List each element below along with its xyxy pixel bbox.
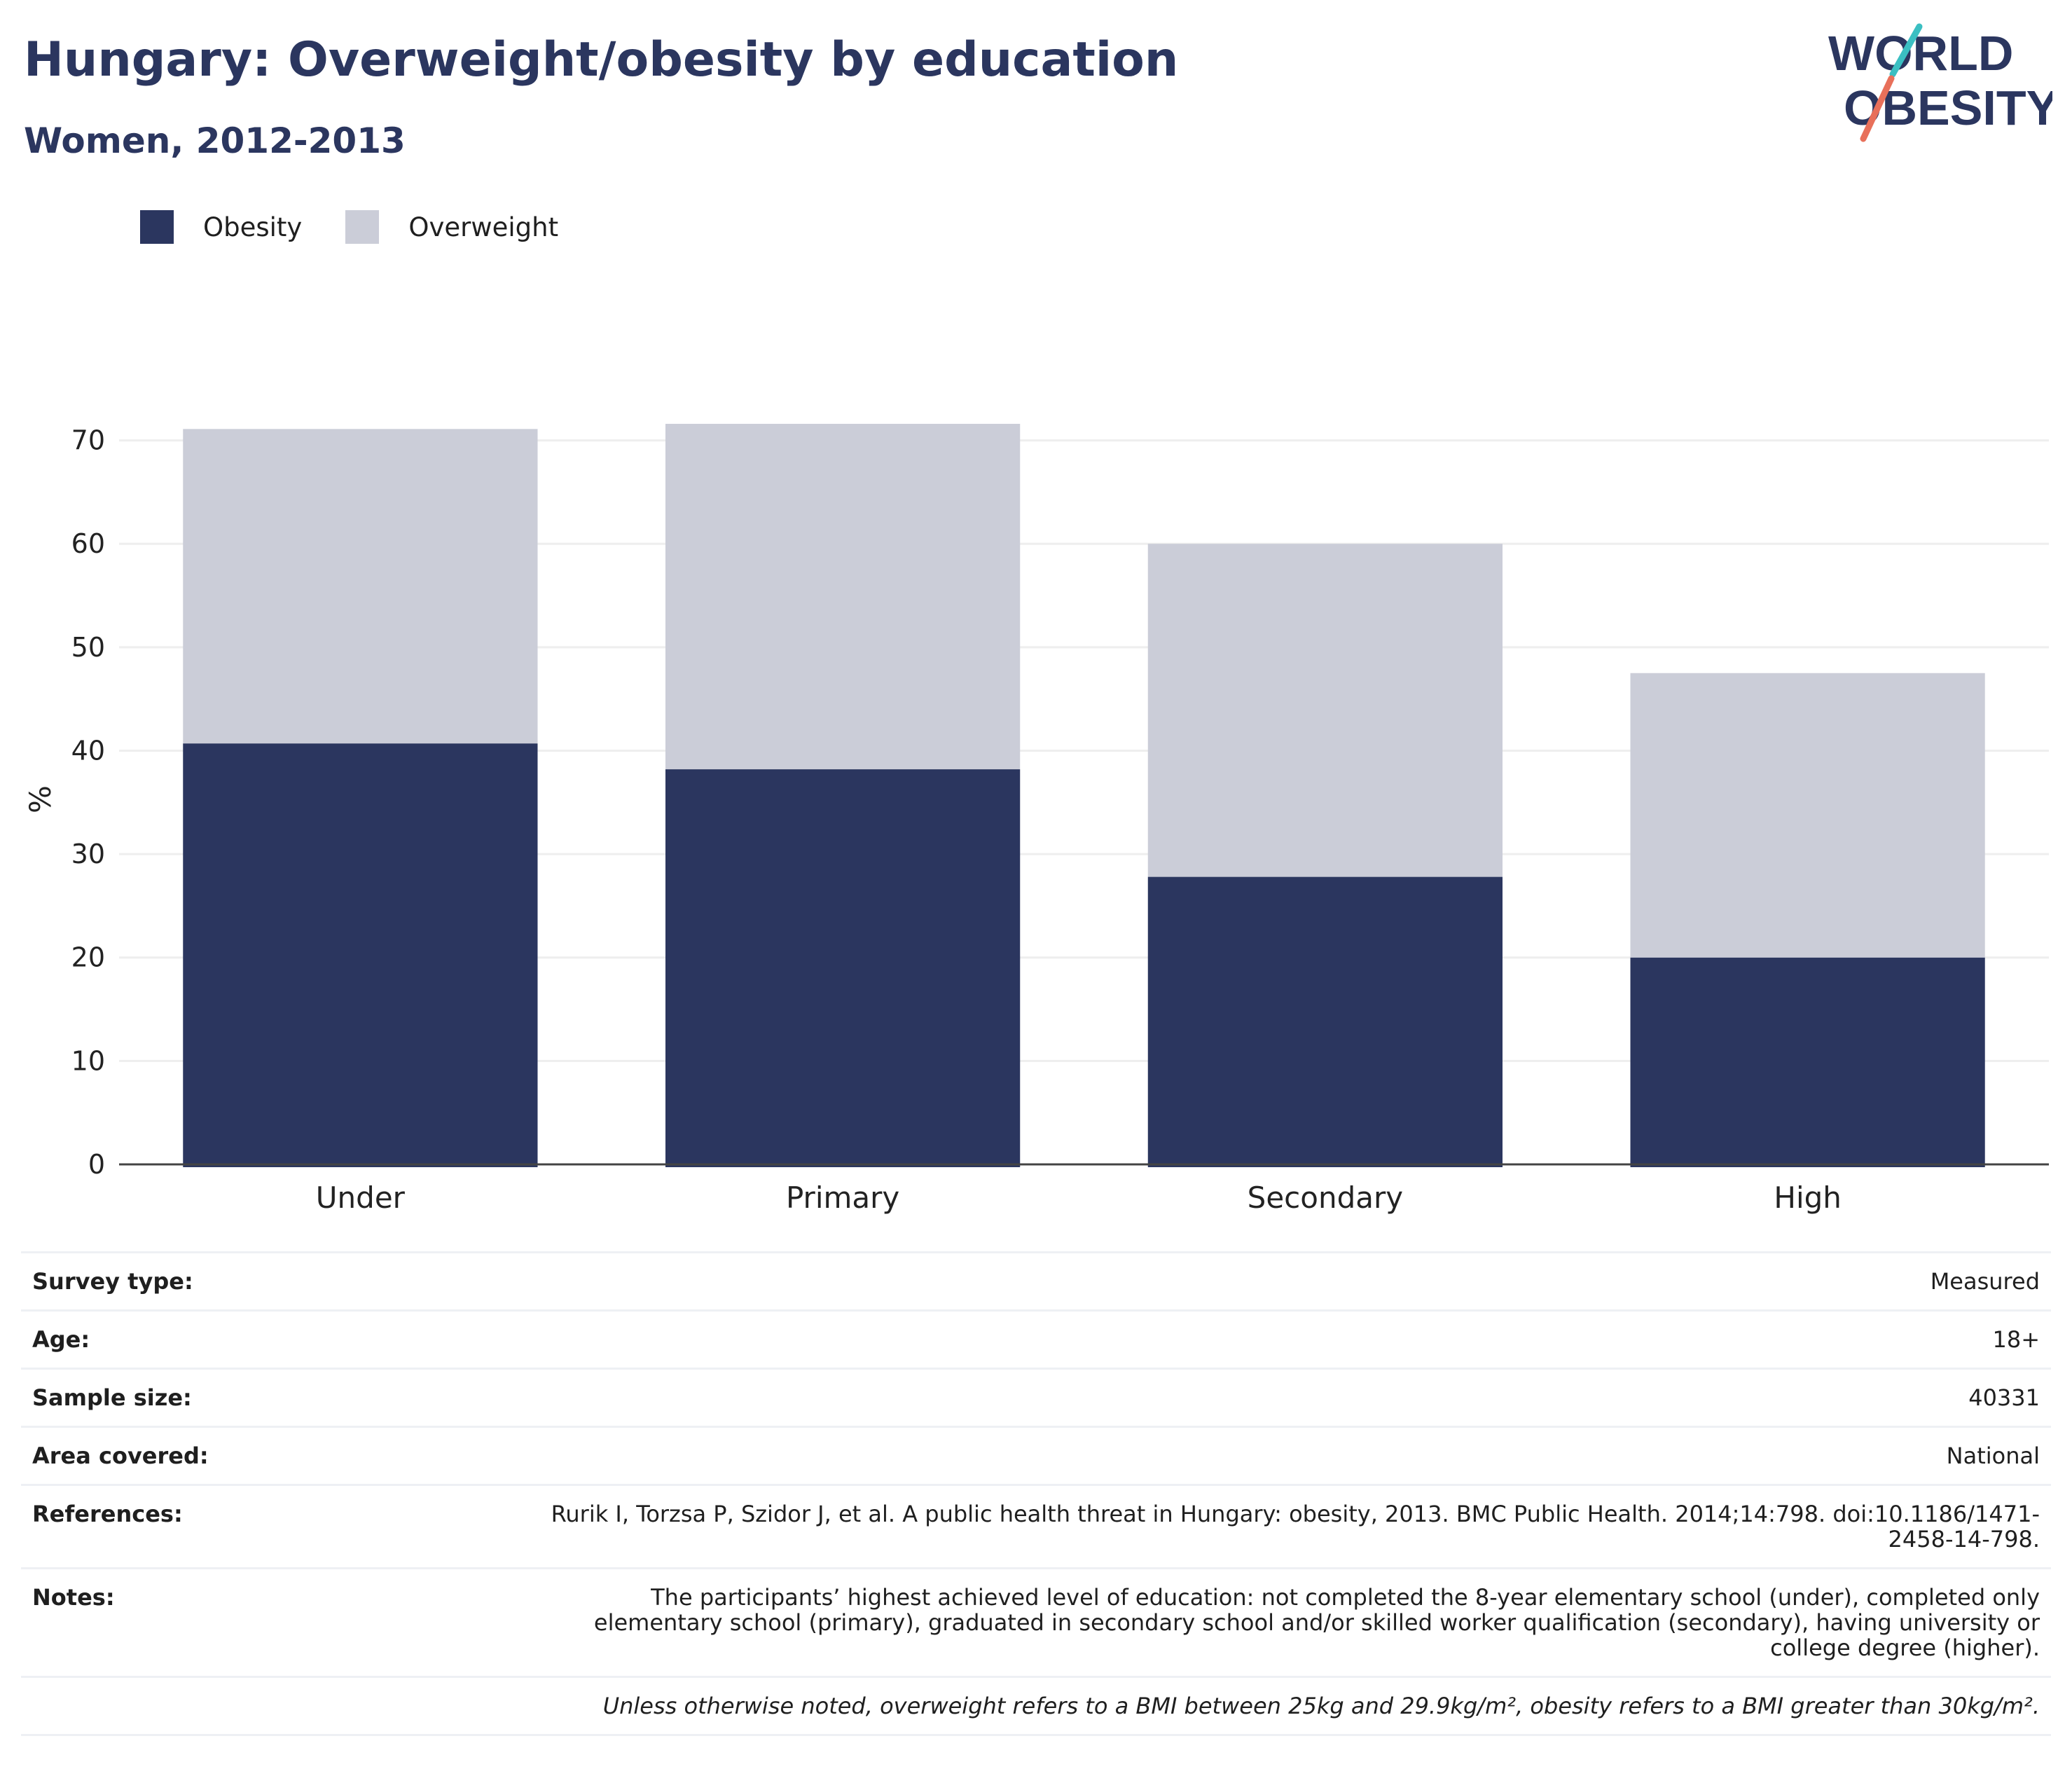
- legend-swatch-overweight: [345, 210, 380, 244]
- bar-overweight-under: [183, 429, 538, 744]
- bar-obesity-secondary: [1147, 876, 1503, 1167]
- legend-swatch-obesity: [140, 210, 174, 244]
- stacked-bar-chart: 0 10 20 30 40 50 60 70% Under Primary Secondary Hig…: [23, 423, 2049, 1215]
- meta-row-notes: Notes: The participants’ highest achieve…: [21, 1567, 2051, 1676]
- meta-value: Measured: [1930, 1268, 2040, 1295]
- y-axis-label: %: [23, 785, 57, 813]
- meta-key: Sample size:: [32, 1384, 192, 1411]
- bmi-definition-note: Unless otherwise noted, overweight refer…: [602, 1693, 2040, 1719]
- bar-overweight-primary: [665, 423, 1021, 770]
- bar-obesity-high: [1630, 957, 1985, 1167]
- meta-key: Area covered:: [32, 1443, 209, 1469]
- meta-value: 40331: [1968, 1384, 2040, 1411]
- meta-row-references: References: Rurik I, Torzsa P, Szidor J,…: [21, 1484, 2051, 1567]
- y-tick-label: 50: [71, 632, 105, 663]
- x-tick-label: Secondary: [1248, 1180, 1403, 1215]
- y-tick-label: 40: [71, 735, 105, 766]
- y-tick-label: 60: [71, 528, 105, 559]
- page-subtitle: Women, 2012-2013: [24, 121, 406, 161]
- meta-value: The participants’ highest achieved level…: [593, 1584, 2040, 1661]
- bar-obesity-primary: [665, 769, 1021, 1167]
- y-tick-label: 20: [71, 942, 105, 973]
- meta-value: 18+: [1992, 1326, 2040, 1353]
- meta-row-survey-type: Survey type: Measured: [21, 1251, 2051, 1309]
- bar-overweight-high: [1630, 673, 1985, 958]
- bar-overweight-secondary: [1147, 544, 1503, 877]
- bar-obesity-under: [183, 743, 538, 1167]
- x-tick-label: High: [1774, 1180, 1842, 1215]
- meta-key: Notes:: [32, 1584, 115, 1611]
- meta-value: National: [1946, 1443, 2040, 1469]
- meta-value: Rurik I, Torzsa P, Szidor J, et al. A pu…: [551, 1501, 2040, 1553]
- y-tick-label: 0: [88, 1149, 105, 1180]
- legend-label-obesity: Obesity: [203, 212, 303, 242]
- logo-teal-stroke: [1889, 23, 1923, 78]
- survey-metadata-table: Survey type: Measured Age: 18+ Sample si…: [21, 1251, 2051, 1736]
- legend-item-overweight[interactable]: Overweight: [345, 210, 558, 244]
- meta-key: Age:: [32, 1326, 90, 1353]
- page-title: Hungary: Overweight/obesity by education: [24, 32, 1179, 88]
- chart-legend: Obesity Overweight: [140, 209, 602, 245]
- meta-row-area-covered: Area covered: National: [21, 1426, 2051, 1484]
- x-tick-label: Under: [316, 1180, 406, 1215]
- meta-row-age: Age: 18+: [21, 1309, 2051, 1368]
- logo-line1: WORLD: [1828, 26, 2013, 81]
- x-tick-label: Primary: [786, 1180, 899, 1215]
- meta-row-sample-size: Sample size: 40331: [21, 1368, 2051, 1426]
- meta-footnote: Unless otherwise noted, overweight refer…: [21, 1676, 2051, 1736]
- logo-coral-stroke: [1860, 75, 1895, 142]
- y-tick-label: 70: [71, 425, 105, 456]
- legend-item-obesity[interactable]: Obesity: [140, 210, 302, 244]
- y-tick-label: 30: [71, 839, 105, 869]
- world-obesity-logo: WORLD OBESITY: [1828, 23, 2052, 142]
- meta-key: Survey type:: [32, 1268, 193, 1295]
- meta-key: References:: [32, 1501, 183, 1527]
- y-tick-label: 10: [71, 1045, 105, 1076]
- legend-label-overweight: Overweight: [408, 212, 559, 242]
